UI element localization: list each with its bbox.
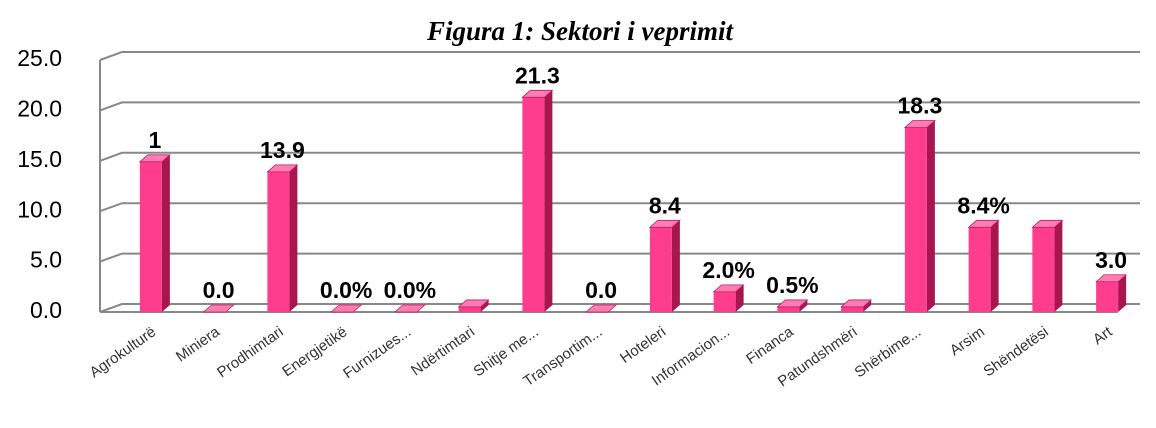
- x-tick-label: Arsim: [947, 323, 988, 359]
- bar-side: [161, 154, 170, 312]
- bar-front: [1032, 227, 1055, 312]
- bar-top: [393, 304, 426, 313]
- bar: [1095, 274, 1128, 312]
- x-tick-label: Shërbime...: [852, 323, 925, 381]
- bar-top: [1031, 219, 1064, 228]
- x-tick-label: Art: [1090, 323, 1116, 348]
- bar-top: [840, 299, 873, 308]
- bar: [521, 89, 554, 313]
- bar-front: [1096, 281, 1119, 312]
- bar-side: [1118, 274, 1127, 312]
- bar-side: [863, 299, 872, 312]
- bar-front: [522, 97, 545, 313]
- y-tick-label: 5.0: [30, 247, 62, 273]
- data-label: 21.3: [515, 62, 560, 88]
- x-tick-label: Energjetikë: [279, 323, 350, 380]
- grid-line: [99, 101, 1140, 112]
- data-label: 18.3: [897, 93, 942, 119]
- grid-line: [99, 51, 1140, 61]
- bar-side: [799, 299, 808, 312]
- y-tick-label: 10.0: [17, 196, 62, 222]
- data-label: 13.9: [260, 137, 305, 163]
- y-tick-label: 25.0: [17, 45, 62, 71]
- bar-top: [903, 120, 936, 128]
- bar: [648, 219, 681, 312]
- bar-top: [712, 284, 745, 293]
- bar-top: [266, 164, 299, 173]
- bar-side: [544, 90, 553, 313]
- data-label: 0.0: [585, 277, 617, 303]
- bar-side: [671, 220, 680, 312]
- bar-front: [777, 306, 800, 312]
- bar-side: [926, 120, 935, 312]
- bar-top: [330, 304, 363, 313]
- bar: [903, 120, 936, 312]
- bar: [585, 304, 618, 313]
- grid-line: [99, 151, 1140, 162]
- bar: [967, 219, 1000, 312]
- bar-front: [968, 227, 991, 312]
- bar-front: [267, 171, 290, 312]
- bar-top: [1095, 274, 1128, 283]
- bar-top: [202, 304, 235, 313]
- data-label: 0.0%: [384, 277, 436, 303]
- bar: [457, 299, 490, 312]
- data-label: 2.0%: [702, 257, 754, 283]
- bar: [776, 299, 809, 312]
- bar: [138, 154, 171, 312]
- bar-top: [585, 304, 618, 313]
- bar-front: [841, 306, 864, 312]
- bar: [840, 299, 873, 312]
- bar: [1031, 219, 1064, 312]
- bar-front: [139, 161, 162, 312]
- bar-top: [776, 299, 809, 308]
- x-tick-label: Miniera: [173, 323, 224, 366]
- bar-top: [967, 219, 1000, 228]
- bar-side: [990, 220, 999, 312]
- y-tick-label: 15.0: [17, 146, 62, 172]
- x-tick-label: Hoteleri: [617, 323, 669, 367]
- x-tick-label: Furnizues...: [340, 323, 414, 382]
- bar: [393, 304, 426, 313]
- bar-side: [735, 284, 744, 312]
- bar-front: [649, 227, 672, 312]
- x-tick-label: Financa: [743, 323, 797, 368]
- bar-top: [648, 219, 681, 228]
- data-label: 0.0: [203, 277, 235, 303]
- x-tick-label: Ndërtimtari: [408, 323, 478, 379]
- bar-side: [289, 164, 298, 312]
- y-tick-label: 0.0: [30, 297, 62, 323]
- y-tick-label: 20.0: [17, 95, 62, 121]
- grid-line: [99, 202, 1140, 213]
- data-label: 0.0%: [320, 277, 372, 303]
- data-label: 1: [148, 127, 161, 153]
- bar: [712, 284, 745, 312]
- data-label: 3.0: [1095, 247, 1127, 273]
- bar-front: [713, 291, 736, 312]
- x-tick-label: Agrokulturë: [87, 323, 160, 381]
- x-tick-label: Shëndetësi: [980, 323, 1051, 380]
- chart-title: Figura 1: Sektori i veprimit: [426, 16, 735, 46]
- bar-side: [480, 299, 489, 312]
- data-label: 8.4%: [957, 192, 1009, 218]
- bar-top: [521, 89, 554, 98]
- bar: [266, 164, 299, 312]
- bar: [330, 304, 363, 313]
- bar: [202, 304, 235, 313]
- data-label: 0.5%: [766, 272, 818, 298]
- bar-top: [457, 299, 490, 308]
- bar-front: [458, 306, 481, 312]
- bar-top: [138, 154, 171, 163]
- data-label: 8.4: [649, 192, 681, 218]
- grid-line: [99, 252, 1140, 263]
- bar-front: [904, 127, 927, 312]
- bar-side: [1054, 220, 1063, 312]
- x-tick-label: Prodhimtari: [214, 323, 287, 381]
